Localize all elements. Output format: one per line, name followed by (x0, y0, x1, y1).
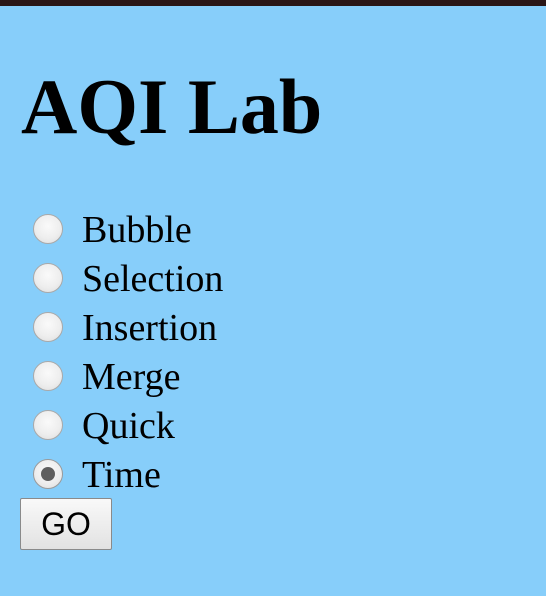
radio-option-selection[interactable]: Selection (0, 253, 546, 302)
radio-checked-dot (41, 467, 55, 481)
algorithm-form: Bubble Selection Insertion Merge Quick T… (0, 204, 546, 498)
radio-option-insertion[interactable]: Insertion (0, 302, 546, 351)
radio-option-time[interactable]: Time (0, 449, 546, 498)
radio-label-merge[interactable]: Merge (82, 356, 181, 398)
radio-option-quick[interactable]: Quick (0, 400, 546, 449)
radio-button-merge[interactable] (33, 361, 63, 391)
top-strip (0, 0, 546, 6)
radio-label-selection[interactable]: Selection (82, 258, 224, 300)
go-button[interactable]: GO (20, 498, 112, 550)
radio-label-quick[interactable]: Quick (82, 405, 175, 447)
radio-label-insertion[interactable]: Insertion (82, 307, 218, 349)
radio-button-time[interactable] (33, 459, 63, 489)
radio-button-selection[interactable] (33, 263, 63, 293)
page-title: AQI Lab (21, 63, 323, 150)
radio-label-bubble[interactable]: Bubble (82, 209, 192, 251)
radio-button-insertion[interactable] (33, 312, 63, 342)
radio-label-time[interactable]: Time (82, 454, 161, 496)
radio-button-bubble[interactable] (33, 214, 63, 244)
radio-option-bubble[interactable]: Bubble (0, 204, 546, 253)
radio-button-quick[interactable] (33, 410, 63, 440)
radio-option-merge[interactable]: Merge (0, 351, 546, 400)
